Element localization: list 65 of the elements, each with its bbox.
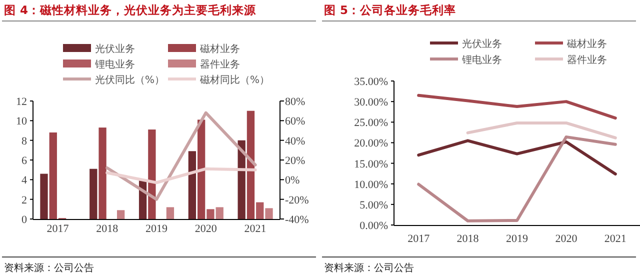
bar [206, 209, 214, 219]
legend-label: 光伏业务 [95, 43, 135, 55]
bar [265, 208, 273, 219]
y-tick-label: 12 [16, 96, 27, 108]
y2-tick-label: 80% [285, 96, 306, 108]
x-tick-label: 2020 [194, 223, 218, 235]
y-tick-label: 30.00% [354, 96, 388, 109]
bar [166, 207, 174, 219]
legend-label: 锂电业务 [94, 58, 135, 70]
bar [40, 174, 48, 219]
text: 资料来源：公司公告 [324, 262, 414, 274]
line-series [417, 94, 617, 120]
y-tick-label: 2 [22, 194, 27, 206]
y2-tick-label: 60% [285, 116, 306, 128]
y2-tick-label: 0% [285, 174, 300, 187]
bar [98, 128, 106, 219]
bar [90, 168, 98, 219]
y-tick-label: 20.00% [354, 138, 388, 150]
bar [188, 151, 196, 219]
y-tick-label: 8 [22, 135, 28, 148]
x-tick-label: 2019 [146, 223, 168, 235]
x-tick-label: 2021 [604, 233, 626, 245]
chart-title: 图 4：磁性材料业务，光伏业务为主要毛利来源 [4, 3, 258, 17]
y-tick-label: 10.00% [354, 178, 388, 191]
y2-tick-label: -40% [285, 214, 309, 226]
legend-label: 光伏业务 [462, 38, 502, 50]
chart-title: 图 5：公司各业务毛利率 [324, 3, 456, 17]
y-tick-label: 35.00% [354, 76, 388, 88]
bar [49, 132, 57, 219]
line-series [106, 167, 257, 184]
y2-tick-label: -20% [285, 194, 309, 206]
bar [148, 130, 156, 219]
legend-label: 光伏同比（%） [95, 74, 165, 86]
bar [256, 202, 264, 219]
y-tick-label: 6 [22, 155, 28, 167]
legend-label: 磁材同比（%） [199, 74, 270, 86]
legend-label: 器件业务 [567, 54, 607, 66]
x-tick-label: 2018 [96, 223, 119, 235]
x-tick-label: 2018 [456, 233, 480, 245]
bar [198, 120, 206, 219]
y-tick-label: 15.00% [354, 158, 388, 170]
legend-label: 磁材业务 [566, 38, 607, 50]
line-series [106, 111, 257, 201]
legend-label: 器件业务 [200, 58, 240, 70]
y-tick-label: 25.00% [354, 117, 388, 130]
legend-label: 磁材业务 [199, 43, 240, 55]
y2-tick-label: 40% [285, 135, 306, 148]
x-tick-label: 2019 [506, 233, 528, 245]
line-series [417, 139, 617, 176]
text: 资料来源：公司公告 [4, 262, 94, 274]
x-tick-label: 2017 [408, 233, 430, 245]
y-tick-label: 5.00% [360, 199, 388, 212]
x-tick-label: 2021 [244, 223, 266, 235]
line-series [417, 135, 617, 222]
bar [116, 210, 125, 219]
x-tick-label: 2017 [46, 223, 70, 235]
y-tick-label: 10 [16, 116, 28, 128]
bar [216, 207, 224, 219]
bar [246, 110, 255, 219]
x-tick-label: 2020 [555, 233, 578, 245]
y-tick-label: 4 [22, 174, 28, 187]
y-tick-label: 0.00% [360, 220, 388, 232]
legend-label: 锂电业务 [461, 54, 502, 66]
y2-tick-label: 20% [285, 155, 306, 167]
y-tick-label: 0 [22, 214, 28, 226]
